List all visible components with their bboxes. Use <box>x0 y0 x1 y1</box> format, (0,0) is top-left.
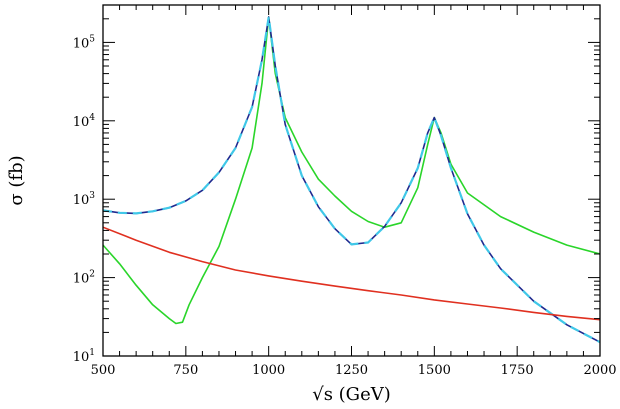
y-tick-label: 102 <box>73 270 95 287</box>
x-tick-label: 2000 <box>583 363 616 378</box>
x-axis-title: √s (GeV) <box>312 384 391 405</box>
axis-ticks <box>102 4 601 357</box>
y-tick-label: 103 <box>73 191 96 208</box>
x-tick-label: 1500 <box>418 363 451 378</box>
x-tick-label: 1000 <box>252 363 285 378</box>
x-tick-label: 750 <box>173 363 198 378</box>
series-line-cyan-dashed-curve <box>103 16 600 344</box>
series-line-red-curve <box>103 226 600 321</box>
y-tick-label: 104 <box>73 113 96 130</box>
series-line-green-curve <box>103 16 600 325</box>
series-lines <box>103 16 600 344</box>
y-tick-label: 105 <box>73 34 96 51</box>
tick-labels: 500 750 1000 1250 1500 1750 200010110210310410… <box>73 34 617 378</box>
x-tick-label: 1250 <box>335 363 368 378</box>
plot-frame <box>102 4 601 357</box>
y-axis-title: σ (fb) <box>6 155 27 205</box>
x-tick-label: 1750 <box>501 363 534 378</box>
x-tick-label: 500 <box>91 363 116 378</box>
